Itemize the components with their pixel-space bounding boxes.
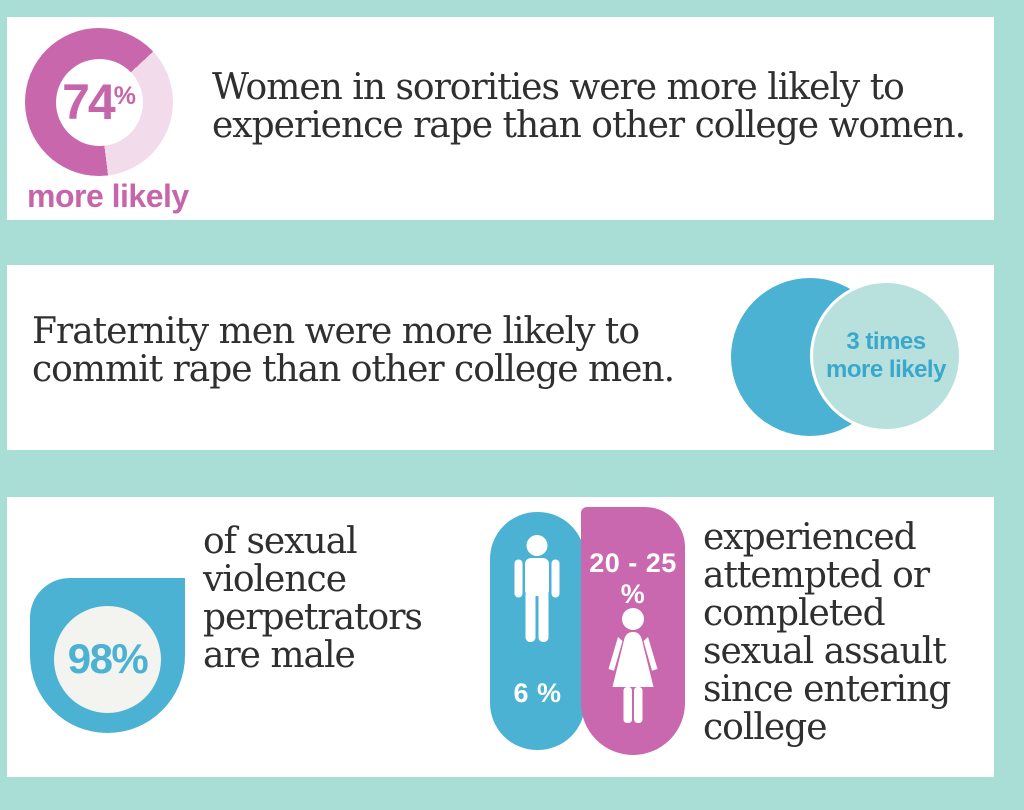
statement-line: experienced xyxy=(703,517,917,558)
female-icon xyxy=(608,608,658,723)
female-stat-value: 20 - 25 % xyxy=(589,548,677,609)
statement-line: since entering xyxy=(703,669,951,710)
male-stat-value: 6 % xyxy=(513,678,562,708)
percent-sign: % xyxy=(113,82,136,111)
sorority-statement: Women in sororities were more likely to … xyxy=(212,67,966,146)
perpetrators-statement: of sexual violence perpetrators are male xyxy=(203,521,423,676)
statement-line: of sexual xyxy=(203,521,358,562)
stat-badge-hole: 98% xyxy=(54,605,161,713)
statement-line: sexual assault xyxy=(703,631,947,672)
statement-line: are male xyxy=(203,635,356,676)
panel-sorority-stat: 74% more likely Women in sororities were… xyxy=(7,17,1024,240)
statement-line: Fraternity men were more likely to xyxy=(32,311,640,352)
male-stat-pill: 6 % xyxy=(490,512,585,750)
donut-label: more likely xyxy=(27,178,189,214)
statement-line: perpetrators xyxy=(203,597,423,638)
badge-line: more likely xyxy=(826,356,946,383)
donut-value: 74% xyxy=(62,77,136,127)
female-stat-pill: 20 - 25 % xyxy=(581,507,685,755)
donut-chart-74-percent: 74% xyxy=(25,28,173,176)
fraternity-statement: Fraternity men were more likely to commi… xyxy=(32,311,675,390)
statement-line: violence xyxy=(203,559,347,600)
victims-statement: experienced attempted or completed sexua… xyxy=(703,517,951,748)
donut-hole: 74% xyxy=(55,58,143,146)
statement-line: college xyxy=(703,707,828,748)
panel-assault-stats: 98% of sexual violence perpetrators are … xyxy=(7,497,1024,797)
stat-badge-98-percent: 98% xyxy=(30,578,185,733)
male-icon xyxy=(514,535,560,642)
comparison-circle-light: 3 times more likely xyxy=(810,280,962,432)
statement-line: attempted or xyxy=(703,555,930,596)
statement-line: commit rape than other college men. xyxy=(32,349,675,390)
statement-line: experience rape than other college women… xyxy=(212,105,966,146)
panel-fraternity-stat: Fraternity men were more likely to commi… xyxy=(7,265,1024,470)
stat-badge-value: 98% xyxy=(67,635,149,682)
statement-line: completed xyxy=(703,593,886,634)
statement-line: Women in sororities were more likely to xyxy=(212,67,905,108)
donut-number: 74 xyxy=(62,74,116,130)
badge-line: 3 times xyxy=(846,328,926,355)
